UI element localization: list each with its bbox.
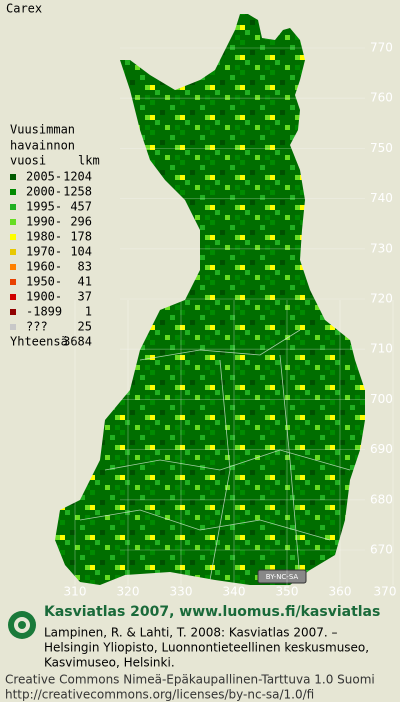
legend-total-label: Yhteensä (10, 335, 68, 349)
legend-label: 1950- (26, 275, 62, 289)
legend-label: 1970- (26, 245, 62, 259)
y-tick-label: 670 (370, 543, 393, 557)
legend-total: 3684 (63, 335, 92, 349)
legend-count: 1258 (63, 185, 92, 199)
citation: Kasvimuseo, Helsinki. (44, 656, 175, 670)
legend-year-label: vuosi (10, 154, 46, 168)
finland-map (55, 14, 365, 585)
license-badge-text: BY-NC-SA (266, 573, 299, 581)
x-tick-label: 370 (374, 585, 397, 599)
legend-label: 1980- (26, 230, 62, 244)
legend-label: 1960- (26, 260, 62, 274)
y-tick-label: 750 (370, 141, 393, 155)
legend-count: 178 (70, 230, 92, 244)
y-tick-label: 680 (370, 492, 393, 506)
x-tick-label: 340 (223, 585, 246, 599)
legend-label: -1899 (26, 305, 62, 319)
legend-label: 1990- (26, 215, 62, 229)
x-tick-label: 350 (276, 585, 299, 599)
legend-count: 104 (70, 245, 92, 259)
y-tick-label: 770 (370, 41, 393, 55)
y-tick-label: 700 (370, 392, 393, 406)
x-tick-label: 360 (329, 585, 352, 599)
legend-count: 25 (78, 320, 92, 334)
legend-label: 2005- (26, 170, 62, 184)
y-tick-label: 720 (370, 292, 393, 306)
legend-count: 41 (78, 275, 92, 289)
y-tick-label: 730 (370, 241, 393, 255)
legend-swatch (10, 264, 16, 270)
legend-count: 457 (70, 200, 92, 214)
citation: Lampinen, R. & Lahti, T. 2008: Kasviatla… (44, 626, 338, 640)
legend-count: 1204 (63, 170, 92, 184)
y-tick-label: 690 (370, 442, 393, 456)
legend-swatch (10, 309, 16, 315)
legend-swatch (10, 189, 16, 195)
logo (8, 611, 36, 639)
license-badge (257, 569, 307, 584)
footer-headline: Kasviatlas 2007, www.luomus.fi/kasviatla… (44, 604, 380, 620)
legend-swatch (10, 294, 16, 300)
legend-label: ??? (26, 320, 48, 334)
x-tick-label: 310 (64, 585, 87, 599)
legend-swatch (10, 279, 16, 285)
legend-count: 83 (78, 260, 92, 274)
legend-swatch (10, 219, 16, 225)
legend-count-label: lkm (78, 154, 100, 168)
legend-count: 37 (78, 290, 92, 304)
legend-heading: Vuusimman (10, 123, 75, 137)
y-tick-label: 760 (370, 91, 393, 105)
x-tick-label: 330 (170, 585, 193, 599)
legend-count: 296 (70, 215, 92, 229)
legend-label: 1995- (26, 200, 62, 214)
license-text: Creative Commons Nimeä-Epäkaupallinen-Ta… (5, 673, 375, 687)
license-url[interactable]: http://creativecommons.org/licenses/by-n… (5, 688, 314, 702)
citation: Helsingin Yliopisto, Luonnontieteellinen… (44, 641, 369, 655)
y-tick-label: 740 (370, 191, 393, 205)
legend-label: 2000- (26, 185, 62, 199)
legend-swatch (10, 204, 16, 210)
legend-count: 1 (85, 305, 92, 319)
region-borders (79, 329, 351, 581)
legend-swatch (10, 174, 16, 180)
legend-swatch (10, 234, 16, 240)
legend-heading: havainnon (10, 139, 75, 153)
legend-swatch (10, 249, 16, 255)
legend-swatch (10, 324, 16, 330)
title: Carex (6, 2, 42, 16)
y-tick-label: 710 (370, 342, 393, 356)
legend-label: 1900- (26, 290, 62, 304)
x-tick-label: 320 (117, 585, 140, 599)
